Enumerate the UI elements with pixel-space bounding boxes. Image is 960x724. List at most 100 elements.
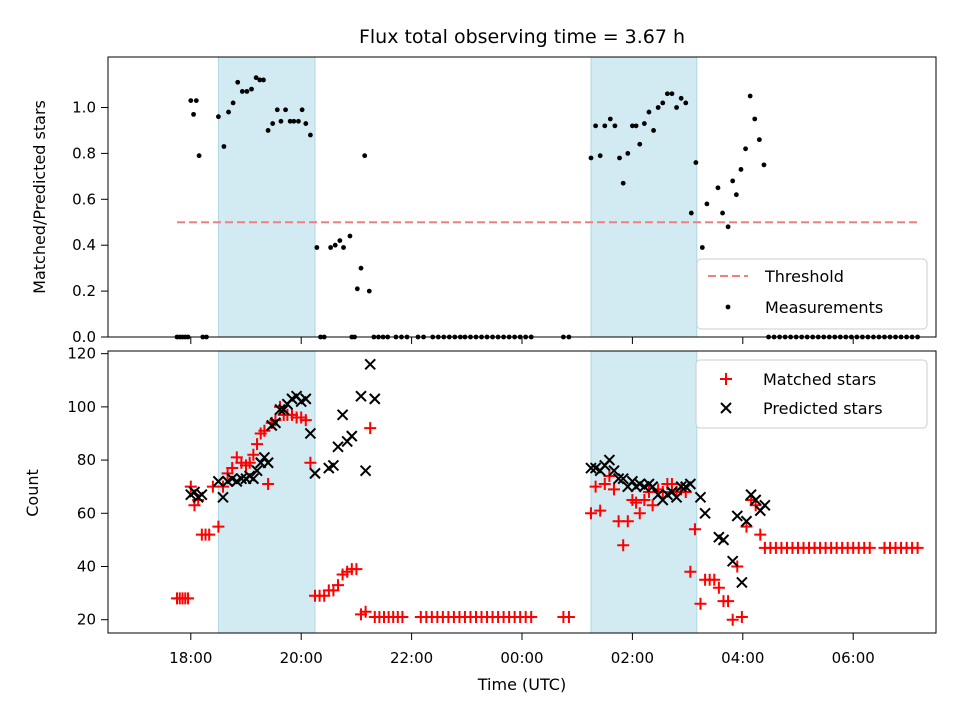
measurement-point — [625, 150, 631, 156]
legend-threshold-label: Threshold — [764, 267, 844, 286]
predicted-star-point — [336, 409, 349, 421]
bottom-y-ticks: 20 40 60 80 100 120 — [67, 345, 108, 629]
measurement-point — [291, 118, 297, 124]
predicted-star-point — [278, 403, 290, 416]
top-x-ticks — [190, 337, 854, 344]
bottom-y-axis-label: Count — [23, 469, 42, 517]
measurement-point — [249, 86, 254, 92]
predicted-star-point — [699, 507, 711, 519]
predicted-star-point — [670, 491, 683, 504]
measurement-point — [725, 224, 731, 230]
y-tick-label: 0.6 — [72, 190, 96, 208]
bottom-legend-box — [695, 359, 928, 429]
x-tick-label: 00:00 — [500, 649, 543, 667]
matched-star-point — [863, 541, 876, 554]
measurement-point — [683, 100, 689, 106]
matched-star-point — [594, 504, 607, 517]
matched-star-point — [589, 480, 602, 493]
matched-star-point — [754, 528, 767, 541]
measurement-point — [699, 245, 705, 250]
measurement-point — [733, 192, 739, 198]
measurement-point — [337, 238, 343, 244]
predicted-star-point — [617, 472, 629, 485]
predicted-star-point — [612, 472, 625, 485]
matched-star-point — [621, 515, 634, 528]
top-legend-box — [696, 258, 928, 330]
measurement-point — [308, 132, 313, 138]
predicted-star-point — [369, 393, 381, 405]
predicted-star-point — [355, 390, 367, 402]
matched-star-point — [184, 480, 197, 493]
measurement-point — [761, 162, 767, 168]
measurement-point — [358, 265, 364, 271]
predicted-star-point — [251, 465, 263, 477]
top-y-ticks: 0.0 0.2 0.4 0.6 0.8 1.0 — [72, 98, 108, 346]
measurement-point — [226, 109, 231, 115]
x-tick-label: 18:00 — [169, 649, 212, 667]
measurement-point — [664, 91, 670, 97]
matched-star-point — [726, 613, 739, 626]
legend-predicted-swatch — [720, 402, 732, 414]
x-tick-label: 06:00 — [832, 649, 875, 667]
measurement-points — [174, 75, 920, 340]
predicted-star-point — [332, 441, 344, 453]
measurement-point — [193, 98, 199, 104]
measurement-point — [633, 123, 639, 129]
top-legend: Threshold Measurements — [696, 258, 928, 330]
measurement-point — [221, 144, 227, 149]
legend-matched-label: Matched stars — [763, 370, 876, 389]
y-tick-label: 60 — [77, 504, 96, 522]
predicted-star-point — [274, 403, 286, 416]
measurement-point — [704, 201, 710, 207]
predicted-star-point — [749, 494, 762, 506]
matched-star-point — [688, 523, 701, 536]
measurement-point — [303, 121, 309, 126]
measurement-point — [678, 95, 684, 101]
measurement-point — [651, 128, 656, 133]
measurement-point — [607, 116, 613, 122]
matched-star-point — [585, 507, 597, 520]
matched-star-point — [258, 424, 271, 437]
predicted-star-point — [346, 430, 358, 442]
measurement-point — [230, 100, 236, 106]
matched-star-point — [722, 595, 735, 608]
matched-star-point — [212, 520, 225, 533]
matched-star-point — [684, 565, 697, 578]
predicted-star-point — [736, 576, 748, 589]
matched-star-point — [562, 611, 575, 624]
predicted-star-point — [196, 488, 208, 501]
matched-stars-points — [171, 400, 924, 626]
matched-star-point — [608, 483, 620, 496]
predicted-stars-points — [185, 358, 771, 589]
measurement-point — [593, 123, 598, 129]
measurement-point — [660, 100, 666, 106]
measurement-point — [239, 89, 245, 94]
predicted-star-point — [217, 491, 229, 504]
predicted-star-point — [585, 462, 597, 474]
measurement-point — [257, 77, 263, 83]
matched-star-point — [182, 592, 195, 605]
predicted-star-point — [603, 454, 616, 466]
measurement-point — [674, 105, 679, 110]
measurement-point — [341, 245, 346, 250]
x-tick-label: 02:00 — [611, 649, 654, 667]
legend-measurements-label: Measurements — [765, 298, 883, 317]
predicted-star-point — [235, 472, 248, 485]
predicted-star-point — [759, 499, 771, 512]
matched-star-point — [203, 528, 216, 541]
measurement-point — [756, 137, 762, 143]
measurement-point — [296, 118, 301, 124]
y-tick-label: 40 — [77, 557, 96, 575]
matched-star-point — [350, 563, 363, 576]
matched-star-point — [646, 499, 659, 512]
predicted-star-point — [269, 417, 282, 429]
measurement-point — [354, 286, 360, 292]
predicted-star-point — [684, 478, 697, 490]
predicted-star-point — [717, 534, 730, 546]
matched-star-point — [226, 462, 239, 475]
predicted-star-point — [300, 393, 312, 405]
top-shaded-intervals — [217, 56, 698, 338]
measurement-point — [620, 180, 626, 186]
predicted-star-point — [740, 515, 753, 527]
